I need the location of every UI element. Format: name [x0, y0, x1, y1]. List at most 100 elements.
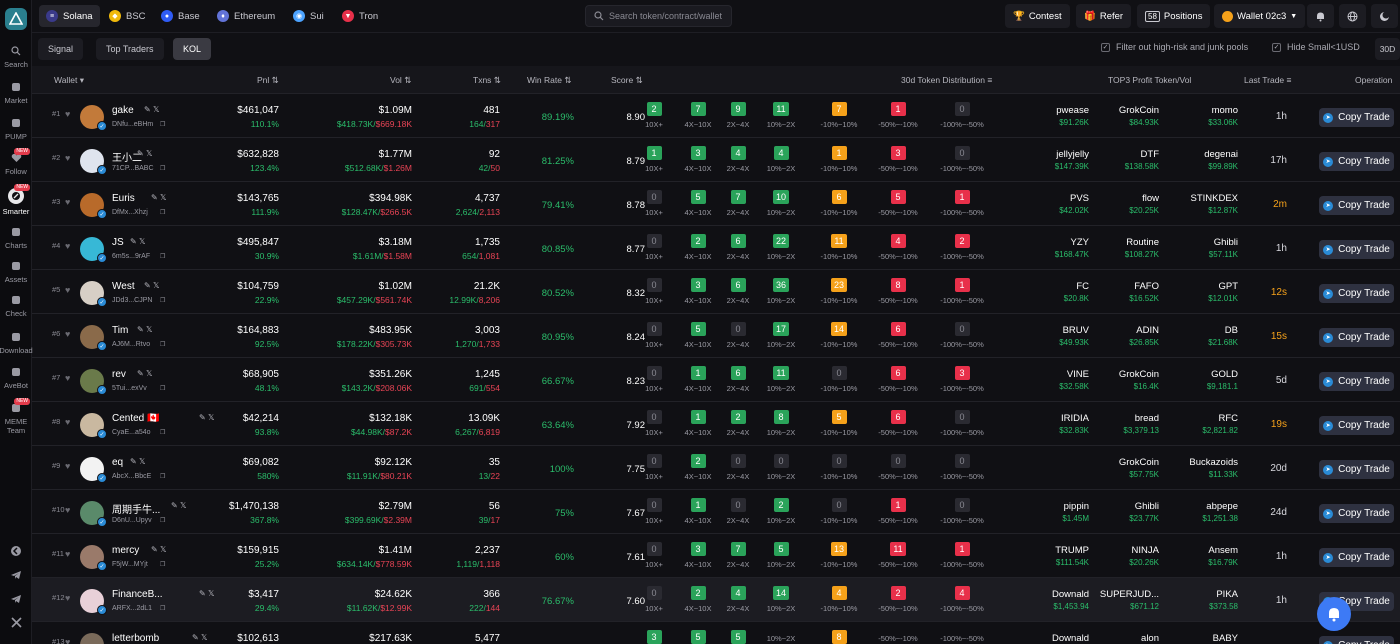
- wallet-name[interactable]: 王小二: [112, 153, 142, 164]
- back-icon[interactable]: [0, 545, 32, 557]
- chain-tab-ethereum[interactable]: ♦ Ethereum: [210, 5, 282, 27]
- x-twitter-icon[interactable]: 𝕏: [179, 501, 187, 510]
- copy-trade-button[interactable]: ➤ Copy Trade: [1319, 636, 1394, 644]
- x-twitter-icon[interactable]: 𝕏: [200, 633, 208, 642]
- positions-button[interactable]: 58 Positions: [1137, 4, 1211, 28]
- checkbox-icon[interactable]: ✓: [1272, 42, 1281, 52]
- copy-trade-button[interactable]: ➤ Copy Trade: [1319, 548, 1394, 567]
- sidebar-item-pump[interactable]: PUMP: [0, 117, 32, 141]
- wallet-name[interactable]: Euris: [112, 193, 135, 204]
- copy-trade-button[interactable]: ➤ Copy Trade: [1319, 328, 1394, 347]
- header-pnl[interactable]: Pnl ⇅: [257, 75, 279, 85]
- sidebar-item-search[interactable]: Search: [0, 45, 32, 69]
- copy-icon[interactable]: ❐: [160, 342, 166, 348]
- wallet-button[interactable]: Wallet 02c3 ▼: [1214, 4, 1306, 28]
- header-txns[interactable]: Txns ⇅: [473, 75, 501, 85]
- sidebar-item-avebot[interactable]: AveBot: [0, 366, 32, 390]
- copy-icon[interactable]: ❐: [160, 386, 166, 392]
- header-distribution[interactable]: 30d Token Distribution ≡: [901, 75, 993, 85]
- follow-heart-icon[interactable]: ♥: [65, 593, 71, 603]
- edit-icon[interactable]: ✎: [137, 325, 146, 334]
- chain-tab-base[interactable]: ● Base: [154, 5, 207, 27]
- refer-button[interactable]: 🎁 Refer: [1076, 4, 1132, 28]
- copy-icon[interactable]: ❐: [160, 562, 166, 568]
- copy-icon[interactable]: ❐: [160, 606, 166, 612]
- header-wallet[interactable]: Wallet ▾: [54, 75, 84, 85]
- follow-heart-icon[interactable]: ♥: [65, 505, 71, 515]
- follow-heart-icon[interactable]: ♥: [65, 549, 71, 559]
- theme-toggle-icon[interactable]: [1371, 4, 1398, 28]
- tab-signal[interactable]: Signal: [38, 38, 84, 60]
- edit-icon[interactable]: ✎: [199, 413, 208, 422]
- edit-icon[interactable]: ✎: [130, 457, 139, 466]
- wallet-name[interactable]: eq: [112, 457, 124, 468]
- x-twitter-icon[interactable]: 𝕏: [159, 193, 167, 202]
- x-twitter-icon[interactable]: 𝕏: [138, 237, 146, 246]
- edit-icon[interactable]: ✎: [171, 501, 180, 510]
- copy-trade-button[interactable]: ➤ Copy Trade: [1319, 504, 1394, 523]
- wallet-name[interactable]: gake: [112, 105, 134, 116]
- edit-icon[interactable]: ✎: [151, 545, 160, 554]
- copy-icon[interactable]: ❐: [160, 254, 166, 260]
- x-twitter-icon[interactable]: 𝕏: [207, 413, 215, 422]
- edit-icon[interactable]: ✎: [144, 105, 153, 114]
- period-button[interactable]: 30D: [1375, 38, 1400, 60]
- edit-icon[interactable]: ✎: [144, 281, 153, 290]
- sidebar-item-follow[interactable]: NEW Follow: [0, 148, 32, 176]
- edit-icon[interactable]: ✎: [137, 149, 146, 158]
- x-twitter-icon[interactable]: 𝕏: [152, 105, 160, 114]
- copy-trade-button[interactable]: ➤ Copy Trade: [1319, 460, 1394, 479]
- avatar[interactable]: [80, 633, 104, 644]
- copy-icon[interactable]: ❐: [160, 166, 166, 172]
- x-twitter-icon[interactable]: 𝕏: [207, 589, 215, 598]
- sidebar-item-download[interactable]: Download: [0, 331, 33, 355]
- header-vol[interactable]: Vol ⇅: [390, 75, 412, 85]
- telegram-channel-icon[interactable]: [0, 593, 32, 605]
- copy-trade-button[interactable]: ➤ Copy Trade: [1319, 196, 1394, 215]
- follow-heart-icon[interactable]: ♥: [65, 241, 71, 251]
- chain-tab-solana[interactable]: ≡ Solana: [39, 5, 100, 27]
- edit-icon[interactable]: ✎: [137, 369, 146, 378]
- sidebar-item-charts[interactable]: Charts: [0, 226, 32, 250]
- follow-heart-icon[interactable]: ♥: [65, 285, 71, 295]
- copy-trade-button[interactable]: ➤ Copy Trade: [1319, 372, 1394, 391]
- wallet-name[interactable]: West: [112, 281, 135, 292]
- wallet-name[interactable]: Tim: [112, 325, 129, 336]
- chain-tab-bsc[interactable]: ◆ BSC: [102, 5, 153, 27]
- copy-trade-button[interactable]: ➤ Copy Trade: [1319, 108, 1394, 127]
- copy-icon[interactable]: ❐: [160, 474, 166, 480]
- header-score[interactable]: Score ⇅: [611, 75, 643, 85]
- copy-icon[interactable]: ❐: [160, 518, 166, 524]
- copy-icon[interactable]: ❐: [160, 430, 166, 436]
- chain-tab-tron[interactable]: ▼ Tron: [335, 5, 385, 27]
- follow-heart-icon[interactable]: ♥: [65, 153, 71, 163]
- copy-trade-button[interactable]: ➤ Copy Trade: [1319, 152, 1394, 171]
- copy-trade-button[interactable]: ➤ Copy Trade: [1319, 284, 1394, 303]
- bell-icon[interactable]: [1307, 4, 1334, 28]
- follow-heart-icon[interactable]: ♥: [65, 373, 71, 383]
- tab-top-traders[interactable]: Top Traders: [96, 38, 164, 60]
- follow-heart-icon[interactable]: ♥: [65, 197, 71, 207]
- search-input[interactable]: Search token/contract/wallet: [585, 5, 732, 27]
- edit-icon[interactable]: ✎: [130, 237, 139, 246]
- globe-icon[interactable]: [1339, 4, 1366, 28]
- header-last-trade[interactable]: Last Trade ≡: [1244, 75, 1292, 85]
- sidebar-item-smarter[interactable]: NEW Smarter: [0, 184, 32, 216]
- wallet-name[interactable]: mercy: [112, 545, 140, 556]
- edit-icon[interactable]: ✎: [199, 589, 208, 598]
- x-twitter-icon[interactable]: 𝕏: [138, 457, 146, 466]
- follow-heart-icon[interactable]: ♥: [65, 637, 71, 644]
- wallet-name[interactable]: rev: [112, 369, 126, 380]
- sidebar-item-market[interactable]: Market: [0, 81, 32, 105]
- copy-icon[interactable]: ❐: [160, 210, 166, 216]
- contest-button[interactable]: 🏆 Contest: [1005, 4, 1070, 28]
- x-twitter-icon[interactable]: [0, 617, 32, 628]
- notification-bell-icon[interactable]: [1317, 597, 1351, 631]
- telegram-icon[interactable]: [0, 569, 32, 581]
- copy-icon[interactable]: ❐: [160, 298, 166, 304]
- chain-tab-sui[interactable]: ◉ Sui: [286, 5, 331, 27]
- x-twitter-icon[interactable]: 𝕏: [145, 325, 153, 334]
- wallet-name[interactable]: JS: [112, 237, 124, 248]
- filter-high-risk[interactable]: ✓ Filter out high-risk and junk pools: [1101, 42, 1248, 52]
- tab-kol[interactable]: KOL: [173, 38, 212, 60]
